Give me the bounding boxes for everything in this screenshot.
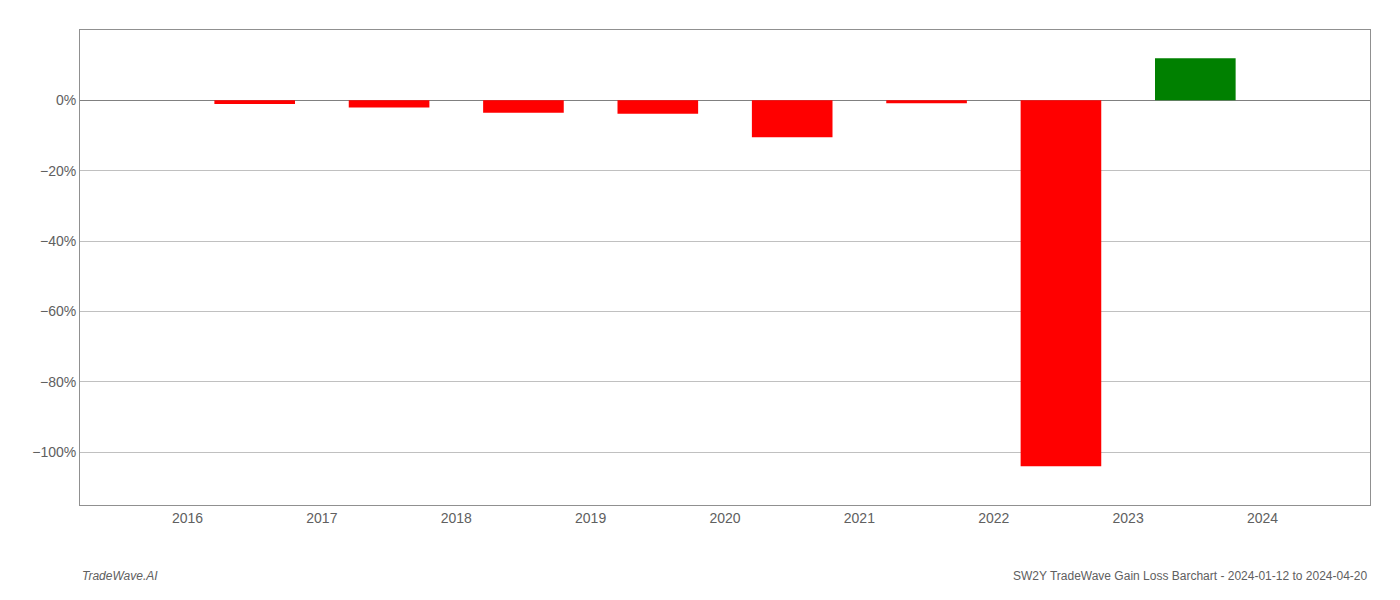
svg-text:−100%: −100% [32,444,76,460]
svg-text:2018: 2018 [441,510,472,526]
svg-text:0%: 0% [56,92,76,108]
svg-text:TradeWave.AI: TradeWave.AI [82,569,158,583]
svg-text:2023: 2023 [1113,510,1144,526]
svg-text:2021: 2021 [844,510,875,526]
svg-text:2019: 2019 [575,510,606,526]
svg-text:SW2Y TradeWave Gain Loss Barch: SW2Y TradeWave Gain Loss Barchart - 2024… [1013,569,1368,583]
svg-text:2016: 2016 [172,510,203,526]
svg-text:2022: 2022 [978,510,1009,526]
svg-text:−60%: −60% [40,303,76,319]
svg-text:−80%: −80% [40,374,76,390]
svg-text:2024: 2024 [1247,510,1278,526]
svg-text:2020: 2020 [709,510,740,526]
svg-text:2017: 2017 [306,510,337,526]
svg-text:−20%: −20% [40,163,76,179]
svg-text:−40%: −40% [40,233,76,249]
